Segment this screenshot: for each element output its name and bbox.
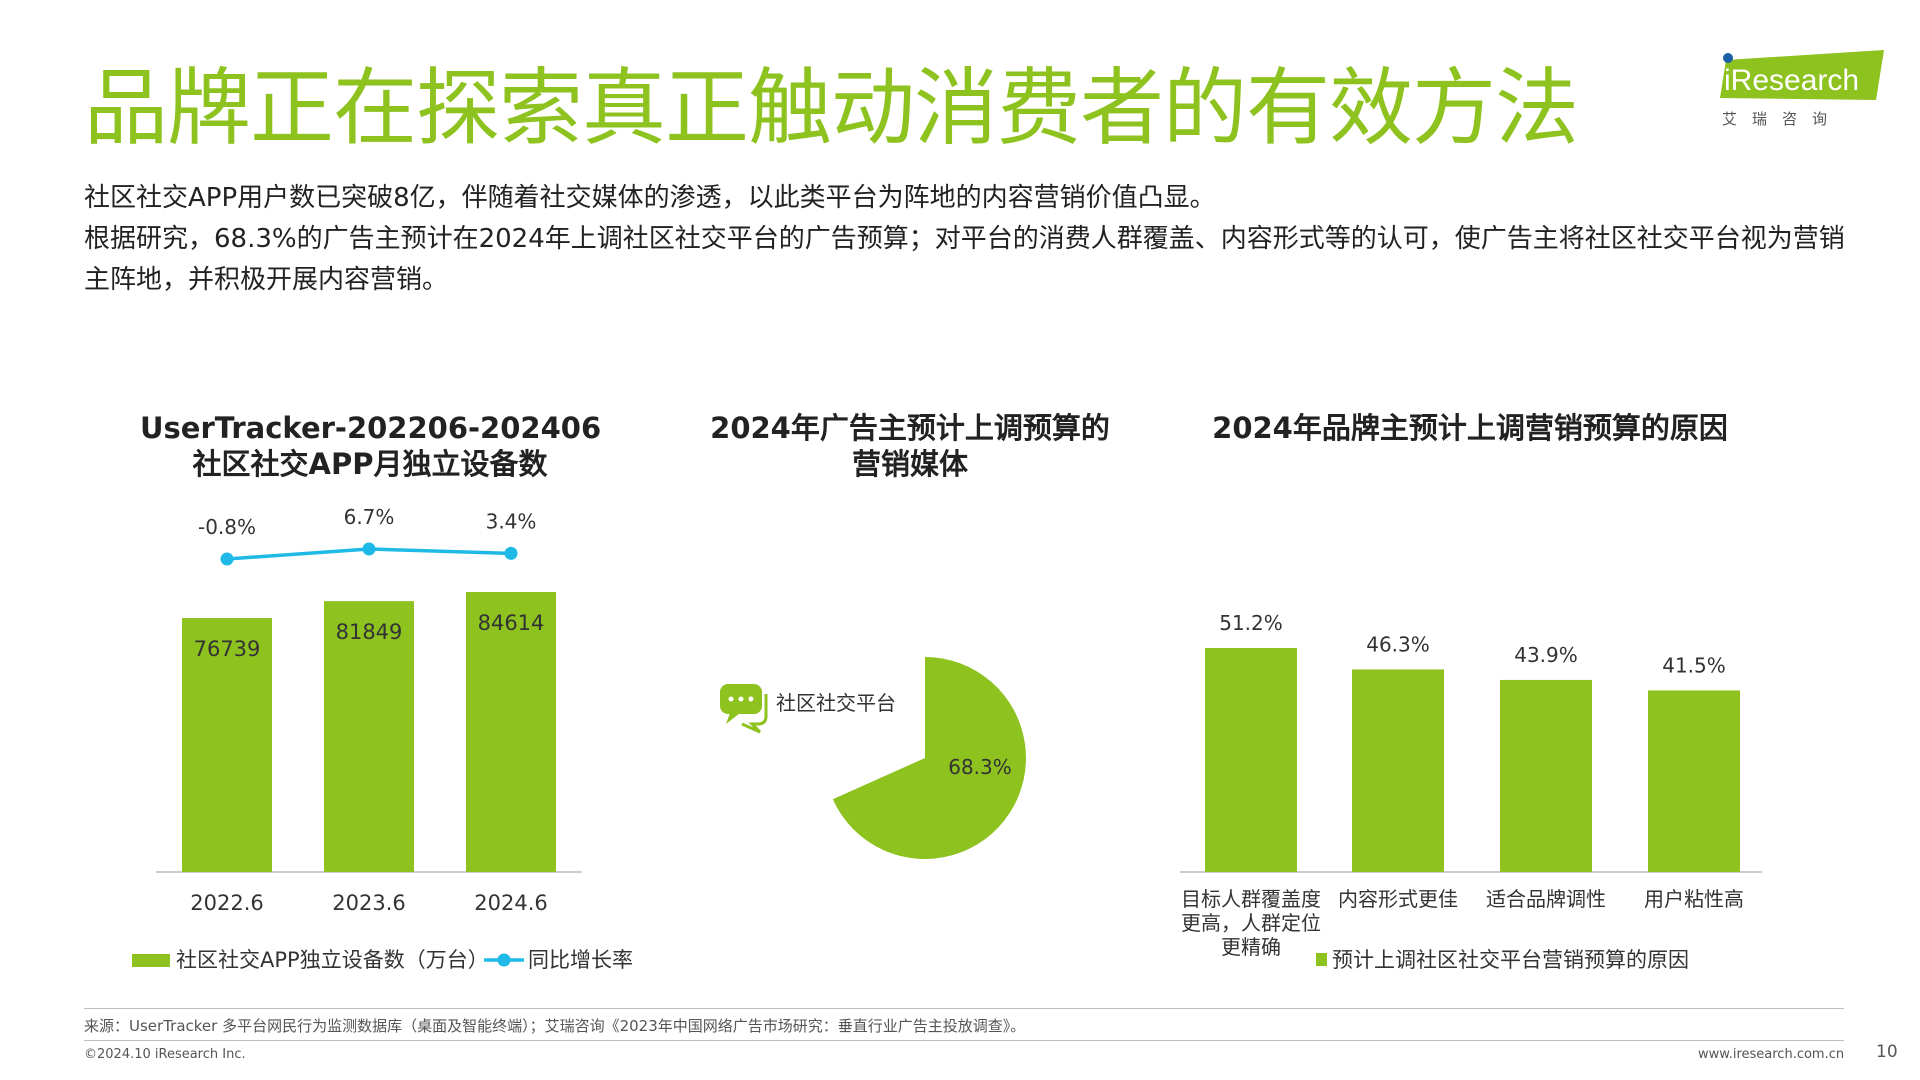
chart1-legend-line-marker: [497, 953, 511, 967]
chat-bubble-tail-icon: [726, 713, 740, 724]
chart3-legend-swatch: [1316, 953, 1327, 966]
chart3-bar: [1500, 679, 1592, 872]
footer-divider-bottom: [84, 1040, 1844, 1041]
chart1-growth-label: 3.4%: [486, 509, 537, 533]
chat-back-bubble-icon: [741, 694, 768, 734]
chart3-bar-label: 51.2%: [1219, 611, 1283, 635]
chart3-x-tick: 更精确: [1221, 935, 1281, 959]
chart2-title-line1: 2024年广告主预计上调预算的: [710, 411, 1110, 445]
chart3-x-tick: 用户粘性高: [1644, 887, 1744, 911]
chart3-bar-label: 43.9%: [1514, 643, 1578, 667]
chart3-bar-label: 41.5%: [1662, 653, 1726, 677]
chart3-x-tick: 内容形式更佳: [1338, 887, 1458, 911]
chart1-growth-point: [220, 552, 234, 566]
chat-dot-icon: [748, 696, 754, 702]
chart3-x-tick: 目标人群覆盖度: [1181, 887, 1321, 911]
chart3-legend-label: 预计上调社区社交平台营销预算的原因: [1332, 948, 1689, 972]
intro-line-2: 根据研究，68.3%的广告主预计在2024年上调社区社交平台的广告预算；对平台的…: [84, 224, 1845, 295]
chart2-title: 2024年广告主预计上调预算的 营销媒体: [700, 410, 1120, 482]
page-title: 品牌正在探索真正触动消费者的有效方法: [84, 59, 1579, 157]
intro-line-1: 社区社交APP用户数已突破8亿，伴随着社交媒体的渗透，以此类平台为阵地的内容营销…: [84, 183, 1216, 213]
iresearch-logo: iResearch 艾 瑞 咨 询: [1720, 50, 1884, 128]
chart1-x-tick: 2022.6: [190, 891, 263, 915]
chart3-bar-label: 46.3%: [1366, 632, 1430, 656]
chart1-title: UserTracker-202206-202406 社区社交APP月独立设备数: [140, 410, 602, 482]
chart1-bar: [466, 592, 556, 872]
chart1-x-tick: 2024.6: [474, 891, 547, 915]
chart1-bar-label: 84614: [478, 611, 545, 635]
chart3-bar: [1648, 690, 1740, 872]
website: www.iresearch.com.cn: [1698, 1047, 1845, 1062]
chart1-growth-point: [504, 546, 518, 560]
chart1-bar: [324, 601, 414, 872]
chart3-bar: [1352, 669, 1444, 872]
svg-text:艾 瑞 咨 询: 艾 瑞 咨 询: [1722, 110, 1827, 128]
chart1-bar: [182, 618, 272, 872]
svg-text:iResearch: iResearch: [1724, 64, 1859, 97]
chart1-title-line1: UserTracker-202206-202406: [140, 411, 602, 445]
chart3-bar: [1205, 648, 1297, 872]
page-number: 10: [1876, 1042, 1898, 1062]
chart3-title-line1: 2024年品牌主预计上调营销预算的原因: [1212, 411, 1728, 445]
source-note: 来源：UserTracker 多平台网民行为监测数据库（桌面及智能终端）；艾瑞咨…: [84, 1017, 1026, 1035]
chart1-growth-label: 6.7%: [344, 505, 395, 529]
chart1-growth-label: -0.8%: [198, 515, 256, 539]
chart2-slice-label: 68.3%: [948, 755, 1012, 779]
chart1-growth-point: [362, 542, 376, 556]
chart1-bar-label: 81849: [336, 620, 403, 644]
chat-dot-icon: [728, 696, 734, 702]
charts-canvas: 76739 2022.6 81849 2023.6 84614 2024.6 -0.8% 6.…: [132, 505, 1762, 972]
chart2-pie-slice: [832, 657, 1026, 859]
chart3-x-tick: 更高，人群定位: [1181, 911, 1321, 935]
intro-text: 社区社交APP用户数已突破8亿，伴随着社交媒体的渗透，以此类平台为阵地的内容营销…: [84, 178, 1854, 301]
chart1-legend-bar-label: 社区社交APP独立设备数（万台）: [176, 948, 489, 972]
chart1-x-tick: 2023.6: [332, 891, 405, 915]
chart2-title-line2: 营销媒体: [851, 447, 968, 481]
copyright: ©2024.10 iResearch Inc.: [84, 1047, 246, 1062]
chart3-title: 2024年品牌主预计上调营销预算的原因: [1190, 410, 1750, 446]
chat-dot-icon: [738, 696, 744, 702]
chart3-x-tick: 适合品牌调性: [1486, 887, 1606, 911]
chart1-legend-line-label: 同比增长率: [528, 948, 633, 972]
footer-divider: [84, 1008, 1844, 1009]
chart2-legend-label: 社区社交平台: [776, 691, 896, 715]
chart1-title-line2: 社区社交APP月独立设备数: [192, 447, 548, 481]
chart1-legend-bar-swatch: [132, 954, 170, 967]
chart1-bar-label: 76739: [194, 637, 261, 661]
